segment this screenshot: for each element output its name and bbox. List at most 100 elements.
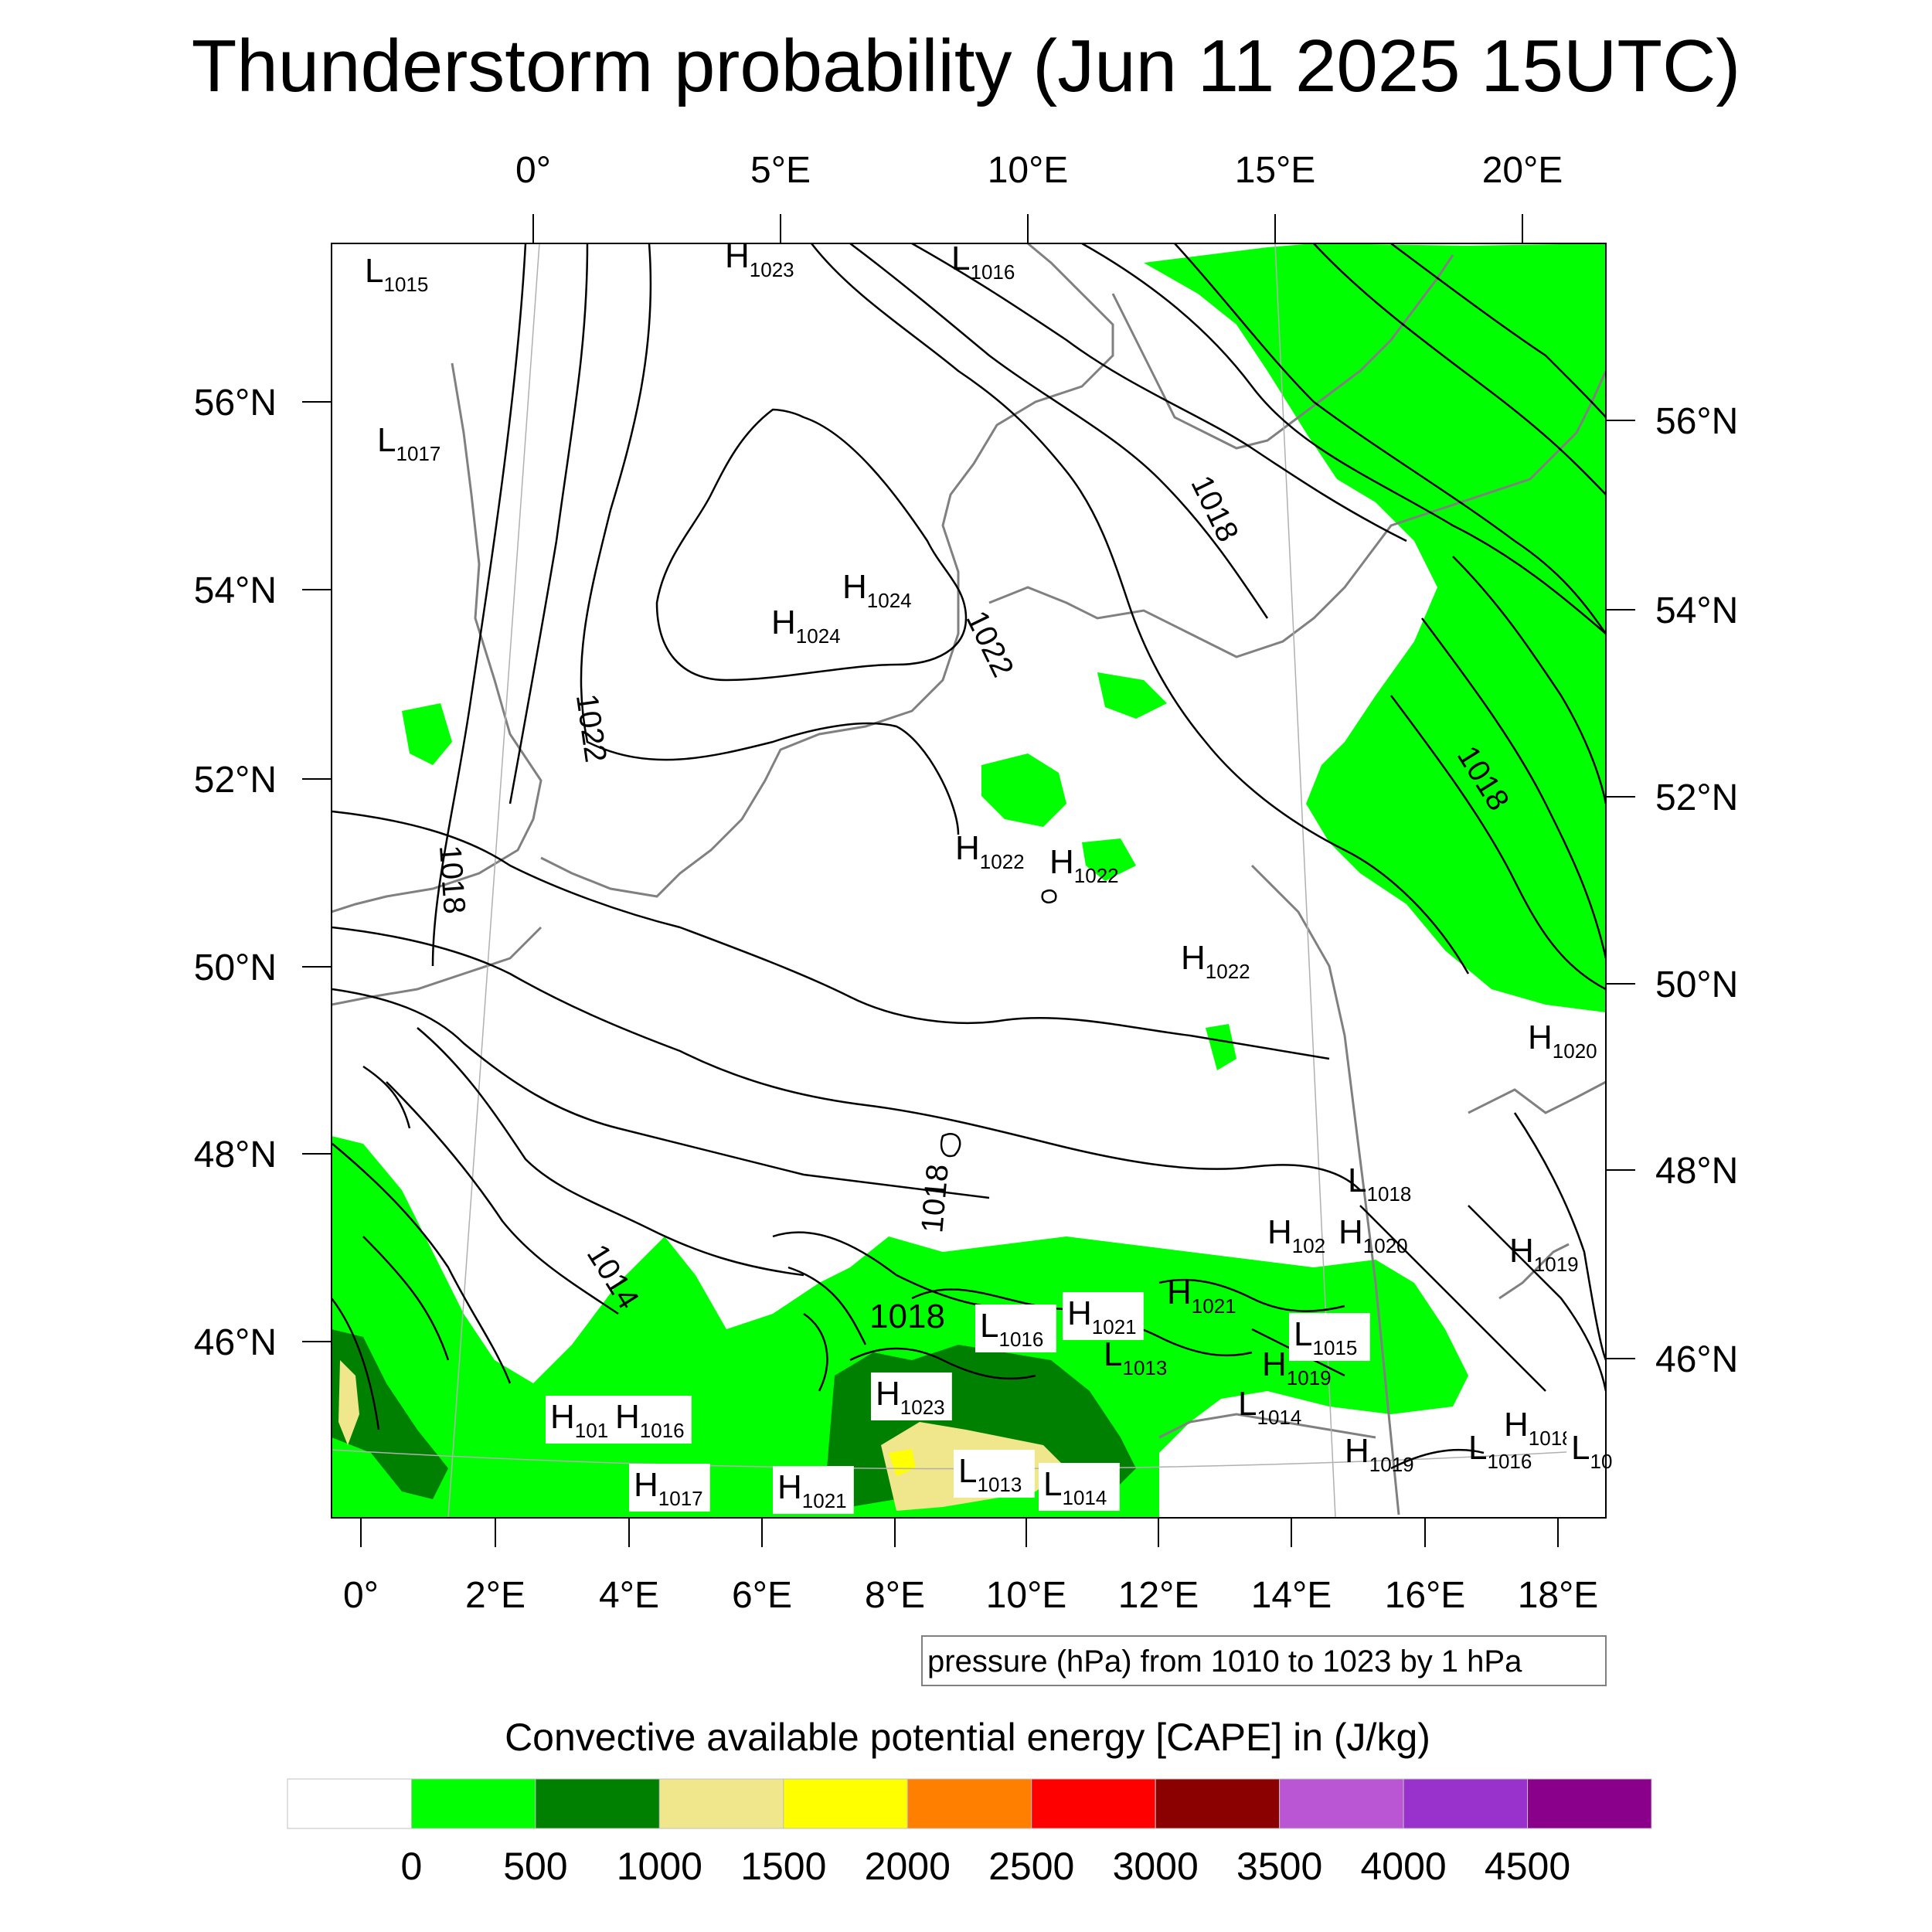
colorbar-tick-label: 1500 [740, 1845, 826, 1888]
lon-label: 0° [515, 150, 551, 191]
svg-text:H1023: H1023 [876, 1375, 945, 1419]
contour-info-box: pressure (hPa) from 1010 to 1023 by 1 hP… [921, 1635, 1607, 1686]
lon-label: 2°E [465, 1575, 526, 1616]
svg-text:L1014: L1014 [1043, 1465, 1107, 1509]
svg-text:H1019: H1019 [1345, 1432, 1414, 1476]
contour-label: 1018 [1184, 471, 1245, 547]
isobars [332, 243, 1606, 1470]
colorbar-tick-label: 3000 [1113, 1845, 1199, 1888]
lat-label: 46°N [1655, 1339, 1738, 1380]
colorbar-box [658, 1778, 784, 1829]
lon-label: 12°E [1118, 1575, 1199, 1616]
pressure-center: L1014 [1039, 1463, 1120, 1511]
contour-info-text: pressure (hPa) from 1010 to 1023 by 1 hP… [927, 1645, 1522, 1679]
colorbar-tick-label: 0 [401, 1845, 423, 1888]
colorbar-tick-label: 1000 [617, 1845, 702, 1888]
pressure-center: L1016 [975, 1304, 1056, 1352]
svg-text:H1020: H1020 [1528, 1019, 1597, 1063]
pressure-center: L10 [1566, 1427, 1624, 1475]
coastlines [332, 243, 1606, 1515]
lon-label: 20°E [1482, 150, 1563, 191]
colorbar-box [287, 1778, 412, 1829]
colorbar-box [783, 1778, 908, 1829]
bottom-ticks [360, 1518, 1559, 1547]
lat-label: 54°N [194, 570, 277, 611]
cape-area-northeast [1144, 243, 1606, 1012]
pressure-center: L1013 [954, 1450, 1035, 1498]
pressure-center: H1022 [1049, 843, 1119, 887]
pressure-center: L1016 [951, 240, 1015, 284]
cape-patch-2 [1097, 672, 1167, 719]
svg-text:H1024: H1024 [842, 568, 912, 612]
right-ticks [1606, 420, 1635, 1359]
svg-text:H1019: H1019 [1509, 1232, 1579, 1276]
pressure-center: H1019 [1262, 1345, 1332, 1389]
lat-label: 48°N [1655, 1151, 1738, 1192]
pressure-center: H1017 [629, 1464, 710, 1512]
colorbar-box [1031, 1778, 1156, 1829]
contour-label: 1022 [959, 606, 1020, 682]
svg-text:L1013: L1013 [958, 1452, 1022, 1496]
colorbar-tick-label: 3500 [1236, 1845, 1322, 1888]
lat-label: 46°N [194, 1322, 277, 1363]
contour-label: 1018 [869, 1298, 945, 1335]
pressure-center: H1020 [1528, 1019, 1597, 1063]
right-lat-labels: 56°N 54°N 52°N 50°N 48°N 46°N [1655, 401, 1738, 1380]
svg-text:L10: L10 [1571, 1429, 1612, 1473]
pressure-center: H1021 [773, 1466, 854, 1514]
colorbar-tick-label: 2500 [988, 1845, 1074, 1888]
contour-label: 1018 [915, 1163, 955, 1234]
pressure-center: H1022 [955, 829, 1025, 873]
lon-label: 8°E [865, 1575, 925, 1616]
colorbar-box [1527, 1778, 1652, 1829]
pressure-center: H1021 [1167, 1274, 1236, 1318]
svg-text:H1022: H1022 [955, 829, 1025, 873]
colorbar-box [410, 1778, 536, 1829]
pressure-center: L1015 [1289, 1313, 1370, 1361]
lon-label: 18°E [1518, 1575, 1599, 1616]
lon-label: 10°E [986, 1575, 1067, 1616]
pressure-center: H1018 [1504, 1406, 1573, 1450]
plot-frame [331, 243, 1607, 1519]
cape-area-1000-1500-west [338, 1360, 359, 1445]
pressure-center: H1016 [611, 1396, 692, 1444]
lon-label: 4°E [599, 1575, 659, 1616]
svg-text:H1022: H1022 [1049, 843, 1119, 887]
lon-label: 16°E [1385, 1575, 1466, 1616]
svg-text:L1016: L1016 [980, 1307, 1043, 1351]
colorbar: Convective available potential energy [C… [287, 1716, 1652, 1888]
svg-text:L1018: L1018 [1348, 1162, 1411, 1206]
lon-label: 14°E [1251, 1575, 1332, 1616]
svg-text:L1016: L1016 [951, 240, 1015, 284]
cape-patch-5 [1206, 1024, 1236, 1070]
svg-text:L1014: L1014 [1238, 1385, 1301, 1429]
svg-text:H1021: H1021 [777, 1468, 847, 1512]
colorbar-boxes [287, 1778, 1652, 1829]
pressure-center: L1017 [377, 421, 440, 465]
pressure-center: L1013 [1104, 1335, 1167, 1379]
colorbar-tick-labels: 0 500 1000 1500 2000 2500 3000 3500 4000 4500 [401, 1845, 1571, 1888]
contour-label: 1018 [433, 844, 471, 915]
left-ticks [302, 401, 332, 1342]
colorbar-tick-label: 4000 [1360, 1845, 1446, 1888]
pressure-center: L1016 [1468, 1429, 1532, 1473]
svg-text:H1019: H1019 [1262, 1345, 1332, 1389]
colorbar-box [1279, 1778, 1404, 1829]
top-ticks [532, 214, 1523, 243]
pressure-center: H1019 [1509, 1232, 1579, 1276]
cape-patch-4 [1082, 838, 1136, 881]
lon-label: 5°E [750, 150, 811, 191]
lon-label: 10°E [988, 150, 1069, 191]
pressure-center: H1020 [1338, 1213, 1408, 1257]
lat-label: 52°N [194, 760, 277, 801]
contour-label: 1022 [570, 692, 613, 764]
colorbar-tick-label: 4500 [1485, 1845, 1570, 1888]
colorbar-title: Convective available potential energy [C… [505, 1716, 1430, 1759]
pressure-center: H1022 [1181, 939, 1250, 983]
lat-label: 50°N [1655, 964, 1738, 1005]
lon-label: 6°E [732, 1575, 792, 1616]
left-lat-labels: 56°N 54°N 52°N 50°N 48°N 46°N [194, 383, 277, 1363]
svg-text:H1018: H1018 [1504, 1406, 1573, 1450]
